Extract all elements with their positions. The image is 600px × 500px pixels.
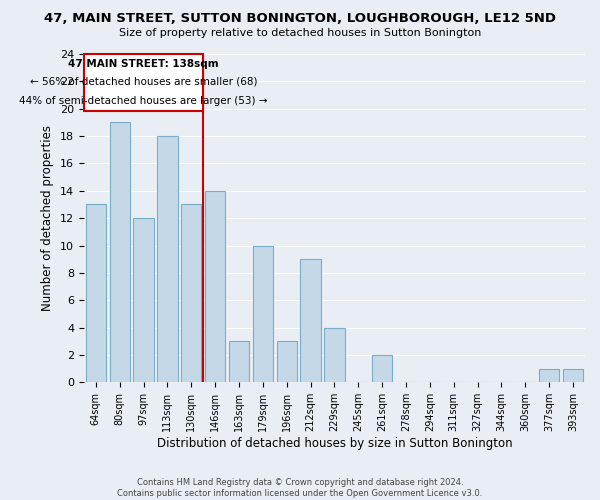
X-axis label: Distribution of detached houses by size in Sutton Bonington: Distribution of detached houses by size … [157, 437, 512, 450]
Bar [229, 342, 249, 382]
Bar [253, 246, 273, 382]
Bar [301, 259, 321, 382]
Text: 44% of semi-detached houses are larger (53) →: 44% of semi-detached houses are larger (… [19, 96, 268, 106]
Bar [277, 342, 297, 382]
Y-axis label: Number of detached properties: Number of detached properties [41, 125, 55, 311]
Bar [539, 368, 559, 382]
Bar [157, 136, 178, 382]
Bar [133, 218, 154, 382]
Bar [372, 355, 392, 382]
Bar [181, 204, 202, 382]
Text: ← 56% of detached houses are smaller (68): ← 56% of detached houses are smaller (68… [30, 76, 257, 86]
Bar [325, 328, 344, 382]
Text: 47 MAIN STREET: 138sqm: 47 MAIN STREET: 138sqm [68, 58, 219, 68]
Text: Contains HM Land Registry data © Crown copyright and database right 2024.
Contai: Contains HM Land Registry data © Crown c… [118, 478, 482, 498]
Bar [563, 368, 583, 382]
Bar [110, 122, 130, 382]
Bar [86, 204, 106, 382]
Text: Size of property relative to detached houses in Sutton Bonington: Size of property relative to detached ho… [119, 28, 481, 38]
FancyBboxPatch shape [84, 54, 203, 112]
Bar [205, 191, 225, 382]
Text: 47, MAIN STREET, SUTTON BONINGTON, LOUGHBOROUGH, LE12 5ND: 47, MAIN STREET, SUTTON BONINGTON, LOUGH… [44, 12, 556, 26]
